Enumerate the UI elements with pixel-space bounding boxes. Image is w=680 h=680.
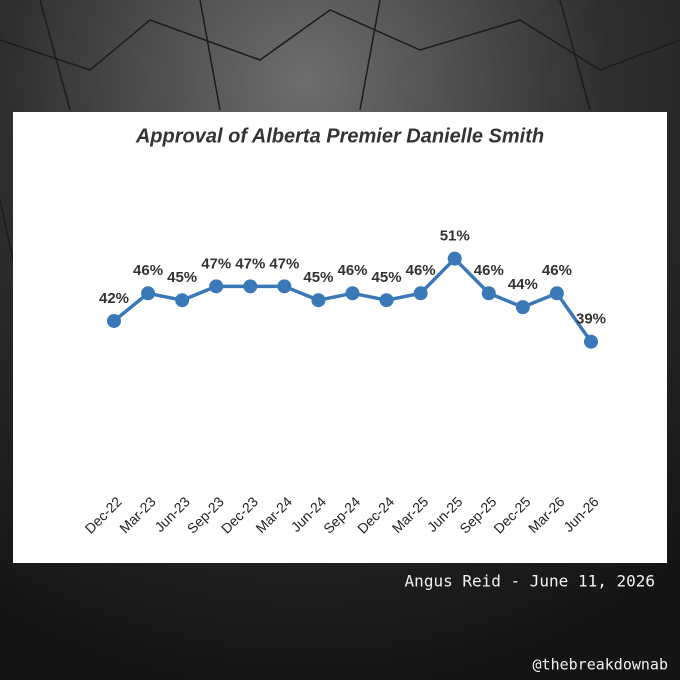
value-label: 44% bbox=[508, 276, 538, 293]
source-note: Angus Reid - June 11, 2026 bbox=[405, 572, 655, 591]
point bbox=[107, 313, 121, 328]
value-label: 46% bbox=[542, 262, 572, 279]
point bbox=[515, 300, 530, 315]
point bbox=[447, 251, 462, 266]
point bbox=[277, 279, 292, 294]
point bbox=[141, 286, 156, 301]
value-label: 47% bbox=[201, 255, 231, 272]
chart-title: Approval of Alberta Premier Danielle Smi… bbox=[135, 125, 544, 147]
point bbox=[379, 293, 394, 308]
chart-panel bbox=[13, 112, 667, 563]
point bbox=[584, 334, 598, 349]
value-label: 42% bbox=[99, 290, 129, 307]
value-label: 51% bbox=[440, 228, 470, 245]
point bbox=[549, 286, 564, 301]
value-label: 46% bbox=[337, 262, 367, 279]
value-label: 45% bbox=[303, 269, 333, 286]
value-label: 47% bbox=[235, 255, 265, 272]
value-label: 46% bbox=[474, 262, 504, 279]
handle: @thebreakdownab bbox=[533, 656, 668, 674]
point bbox=[345, 286, 360, 301]
background-cracks bbox=[0, 0, 680, 261]
point bbox=[243, 279, 258, 294]
point bbox=[311, 293, 326, 308]
point bbox=[175, 293, 190, 308]
value-label: 45% bbox=[167, 269, 197, 286]
value-label: 39% bbox=[576, 311, 606, 328]
value-label: 47% bbox=[269, 255, 299, 272]
value-label: 46% bbox=[406, 262, 436, 279]
value-label: 45% bbox=[372, 269, 402, 286]
point bbox=[481, 286, 496, 301]
point bbox=[209, 279, 224, 294]
point bbox=[413, 286, 428, 301]
value-label: 46% bbox=[133, 262, 163, 279]
